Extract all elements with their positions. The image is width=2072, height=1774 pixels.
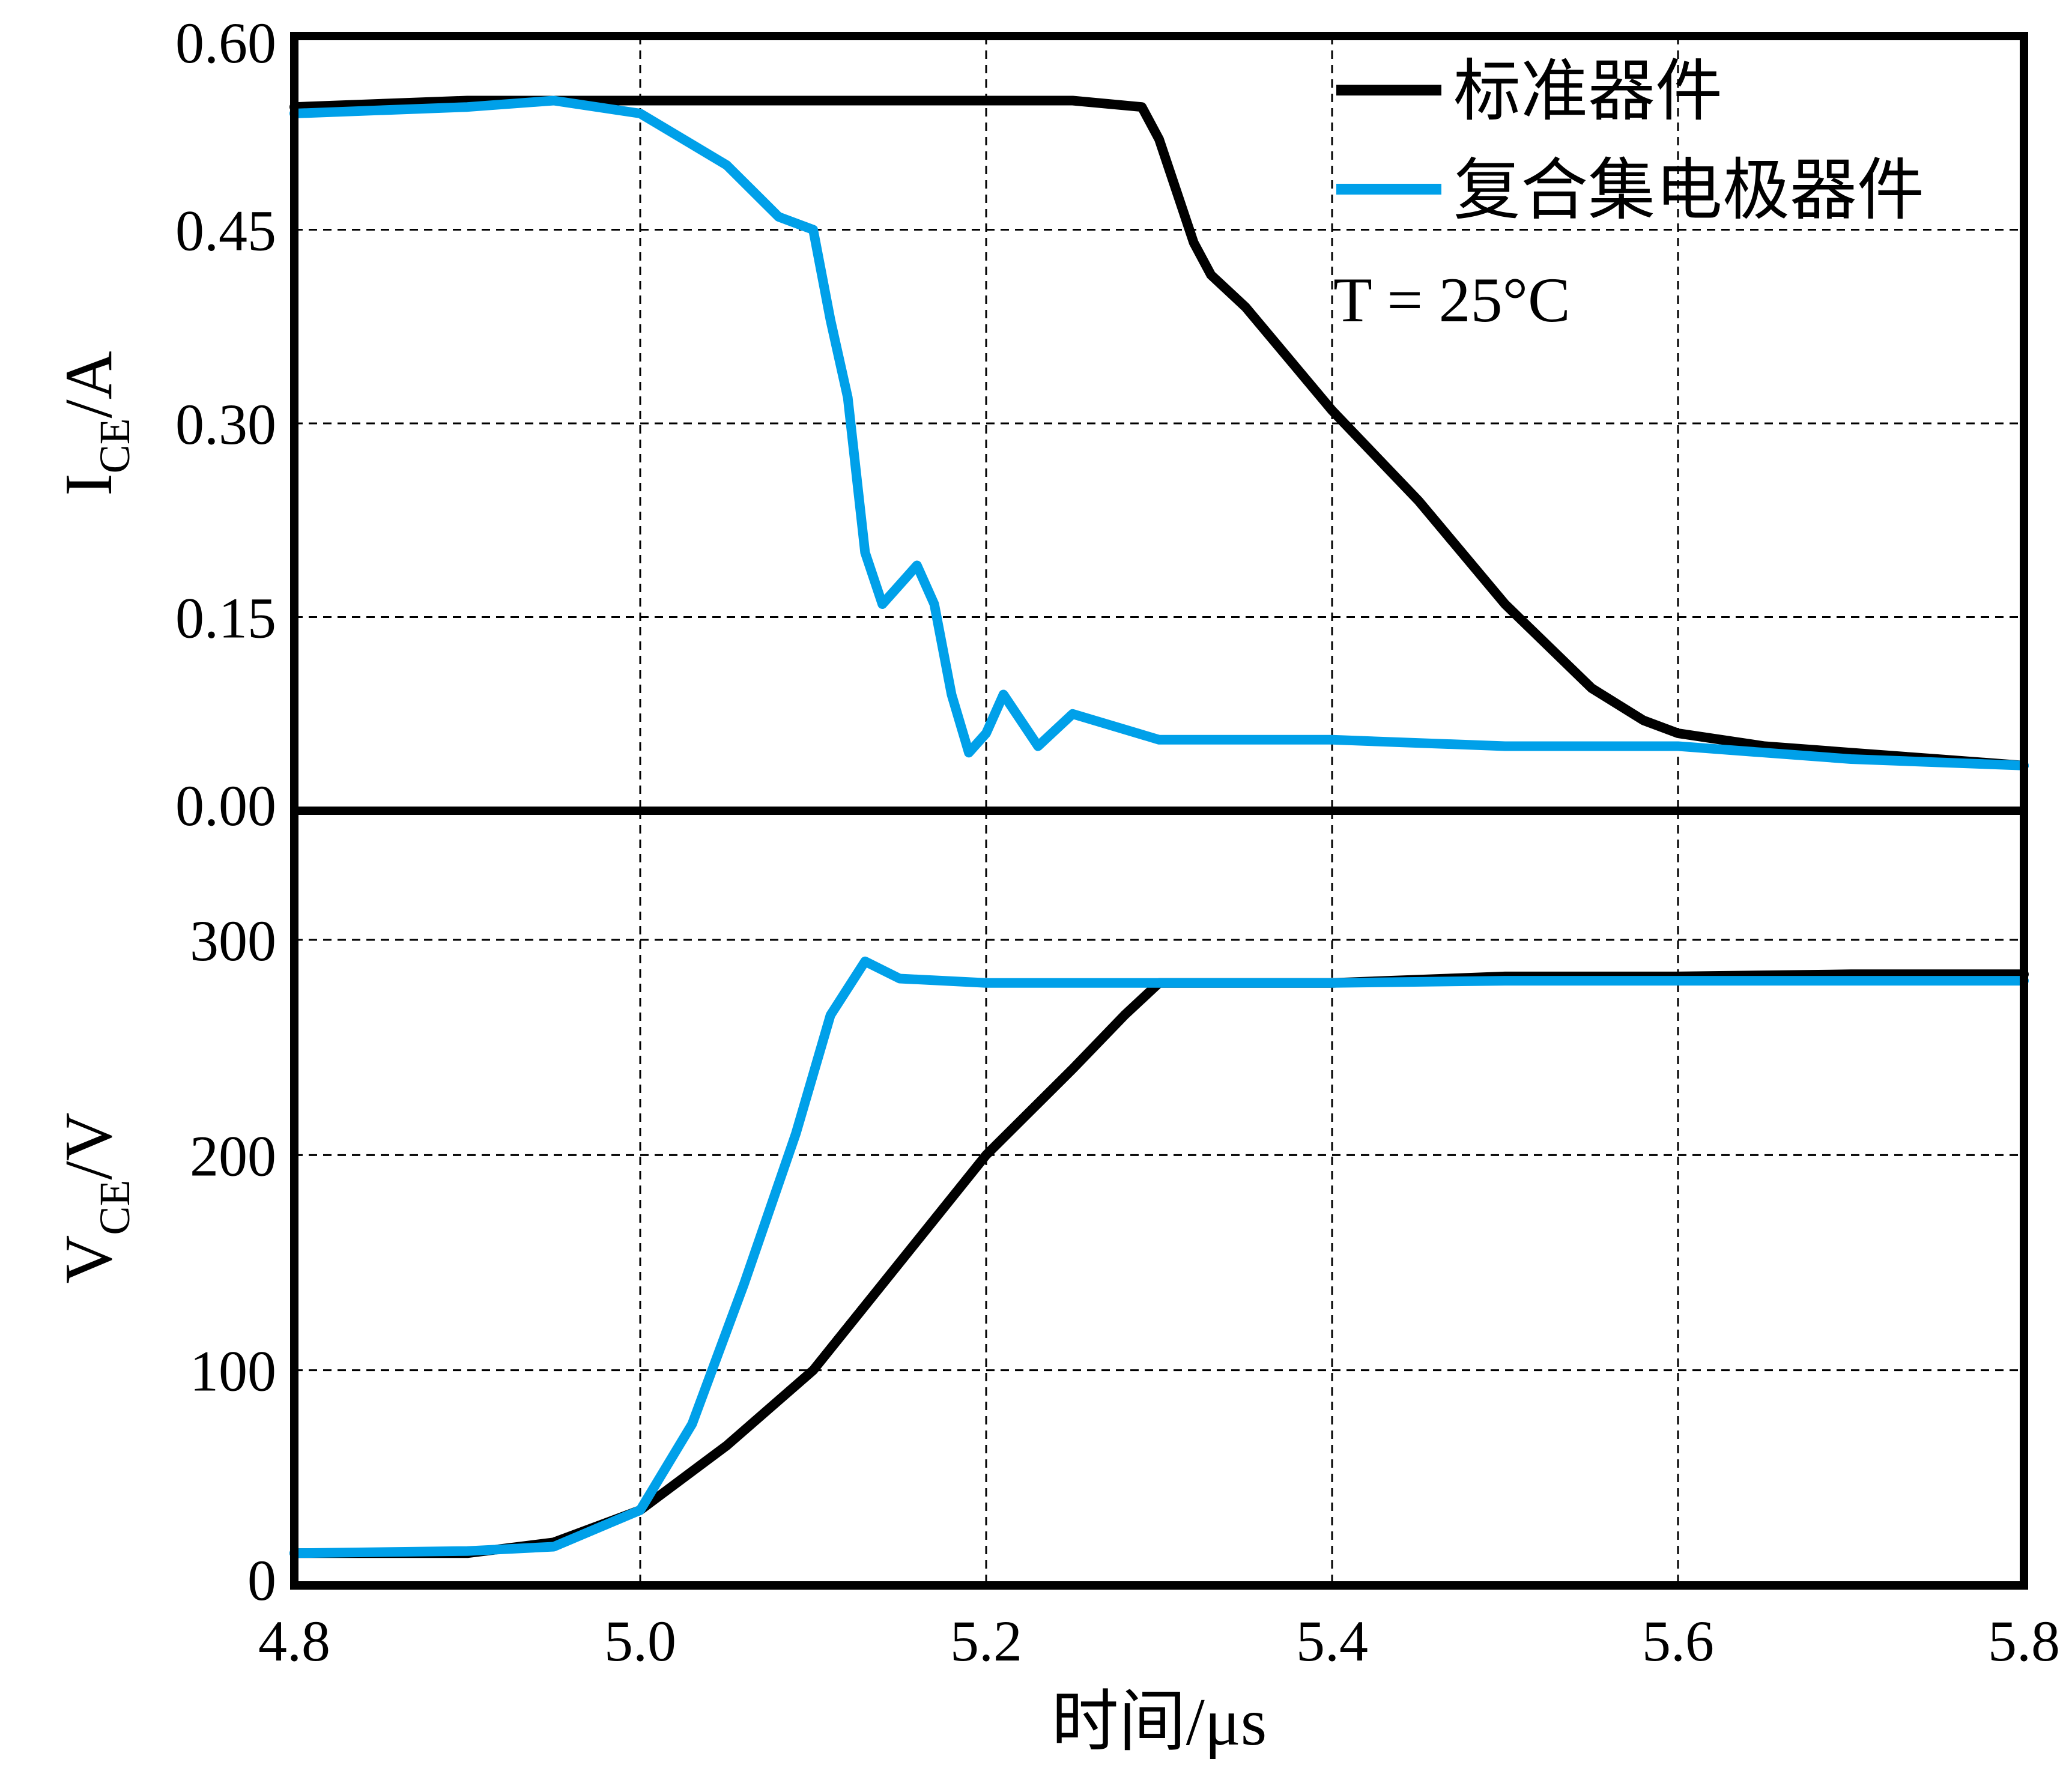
y-axis-title-unit: /A bbox=[52, 351, 126, 418]
y-axis-title: ICE/A bbox=[52, 351, 139, 495]
y-tick-label: 0.45 bbox=[175, 199, 276, 263]
series-line-1-0 bbox=[289, 969, 2029, 1558]
y-tick-label: 0.60 bbox=[175, 11, 276, 75]
y-tick-label: 0.30 bbox=[175, 392, 276, 456]
y-axis-title-sub: CE bbox=[91, 418, 139, 473]
series-line-1-1 bbox=[289, 956, 2029, 1558]
x-tick-label: 5.6 bbox=[1642, 1609, 1714, 1673]
x-tick-label: 5.2 bbox=[950, 1609, 1022, 1673]
series-line-0-0 bbox=[289, 95, 2029, 770]
grid-layer bbox=[294, 36, 2024, 1585]
y-tick-label: 0.15 bbox=[175, 586, 276, 650]
x-tick-label: 4.8 bbox=[258, 1609, 330, 1673]
temperature-annotation: T = 25°C bbox=[1333, 265, 1571, 335]
x-tick-label: 5.0 bbox=[604, 1609, 676, 1673]
legend-label-0: 标准器件 bbox=[1453, 52, 1722, 130]
y-axis-title-unit: /V bbox=[52, 1113, 126, 1180]
y-tick-label: 100 bbox=[190, 1339, 276, 1403]
series-line-0-1 bbox=[289, 95, 2029, 770]
axis-layer: 0.000.150.300.450.60ICE/A0100200300VCE/V… bbox=[52, 11, 2060, 1760]
series-layer bbox=[289, 95, 2029, 1558]
x-tick-label: 5.8 bbox=[1988, 1609, 2060, 1673]
legend-label-1: 复合集电极器件 bbox=[1453, 151, 1924, 229]
x-tick-label: 5.4 bbox=[1296, 1609, 1368, 1673]
y-tick-label: 200 bbox=[190, 1124, 276, 1188]
y-axis-title-main: I bbox=[52, 473, 126, 495]
y-axis-title-main: V bbox=[52, 1235, 126, 1284]
y-axis-title-sub: CE bbox=[91, 1180, 139, 1235]
y-axis-title: VCE/V bbox=[52, 1113, 139, 1284]
y-tick-label: 300 bbox=[190, 909, 276, 973]
x-axis-title: 时间/μs bbox=[1052, 1685, 1267, 1760]
y-tick-label: 0.00 bbox=[175, 773, 276, 838]
y-tick-label: 0 bbox=[247, 1548, 276, 1612]
